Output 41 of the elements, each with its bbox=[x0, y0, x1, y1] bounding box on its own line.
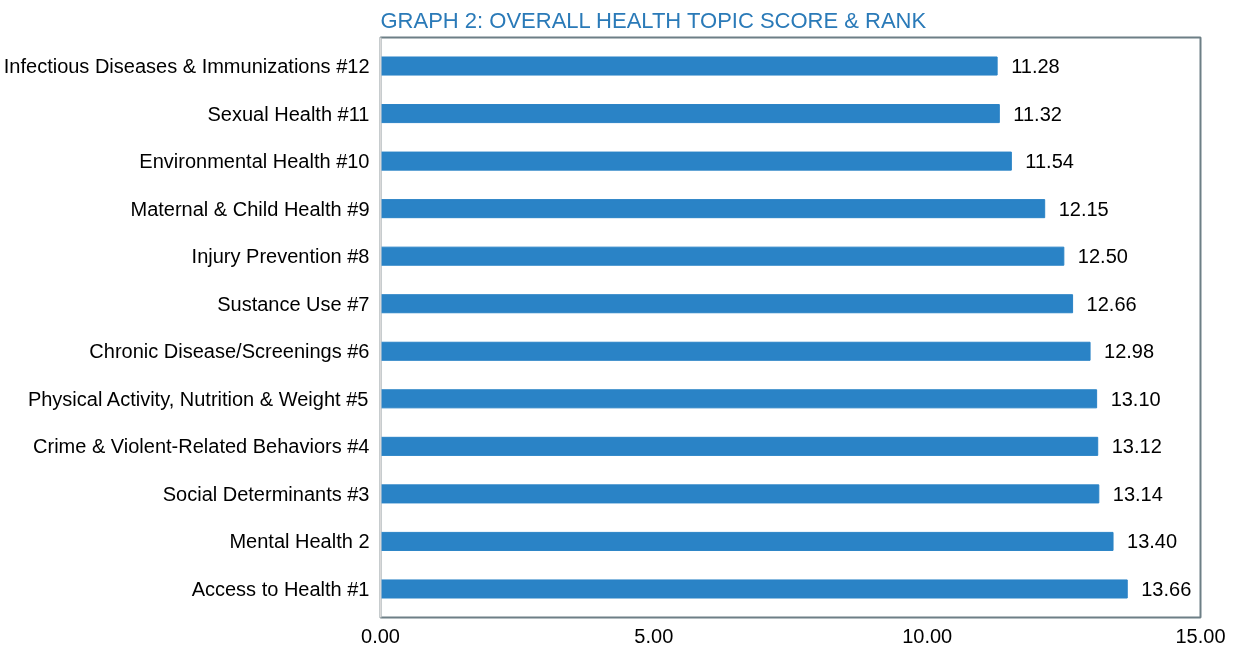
y-tick-label: Maternal & Child Health #9 bbox=[130, 197, 370, 220]
bar bbox=[380, 531, 1114, 551]
bar bbox=[380, 389, 1098, 409]
y-tick-label: Infectious Diseases & Immunizations #12 bbox=[3, 55, 370, 78]
data-label: 11.54 bbox=[1025, 150, 1074, 173]
bar bbox=[380, 56, 998, 76]
data-label: 13.12 bbox=[1111, 435, 1162, 458]
data-label: 12.50 bbox=[1077, 245, 1128, 268]
y-tick-label: Sexual Health #11 bbox=[207, 102, 370, 125]
y-tick-label: Environmental Health #10 bbox=[139, 150, 370, 173]
bar bbox=[380, 246, 1065, 266]
data-label: 12.66 bbox=[1086, 292, 1137, 315]
x-tick-label: 10.00 bbox=[902, 624, 953, 647]
data-label: 11.28 bbox=[1011, 55, 1060, 78]
x-tick-label: 0.00 bbox=[361, 624, 400, 647]
data-label: 13.14 bbox=[1112, 482, 1163, 505]
y-tick-label: Crime & Violent-Related Behaviors #4 bbox=[33, 435, 370, 458]
data-label: 13.66 bbox=[1141, 577, 1192, 600]
bar bbox=[380, 294, 1074, 314]
data-label: 12.15 bbox=[1058, 197, 1109, 220]
y-tick-label: Injury Prevention #8 bbox=[191, 245, 370, 268]
bar bbox=[380, 151, 1012, 171]
y-tick-label: Sustance Use #7 bbox=[217, 292, 370, 315]
bar bbox=[380, 341, 1091, 361]
x-tick-label: 15.00 bbox=[1175, 624, 1226, 647]
chart-title: GRAPH 2: OVERALL HEALTH TOPIC SCORE & RANK bbox=[380, 7, 927, 33]
data-label: 13.10 bbox=[1110, 387, 1161, 410]
x-tick-label: 5.00 bbox=[634, 624, 674, 647]
bar bbox=[380, 484, 1100, 504]
bar bbox=[380, 104, 1000, 124]
data-label: 13.40 bbox=[1127, 530, 1178, 553]
y-tick-label: Mental Health 2 bbox=[229, 530, 370, 553]
y-tick-label: Chronic Disease/Screenings #6 bbox=[89, 340, 370, 363]
y-tick-label: Social Determinants #3 bbox=[162, 482, 370, 505]
data-label: 11.32 bbox=[1013, 102, 1062, 125]
bar bbox=[380, 436, 1099, 456]
bar bbox=[380, 199, 1046, 219]
bar bbox=[380, 579, 1128, 599]
y-tick-label: Access to Health #1 bbox=[191, 577, 370, 600]
data-label: 12.98 bbox=[1104, 340, 1155, 363]
y-tick-label: Physical Activity, Nutrition & Weight #5 bbox=[27, 387, 369, 410]
